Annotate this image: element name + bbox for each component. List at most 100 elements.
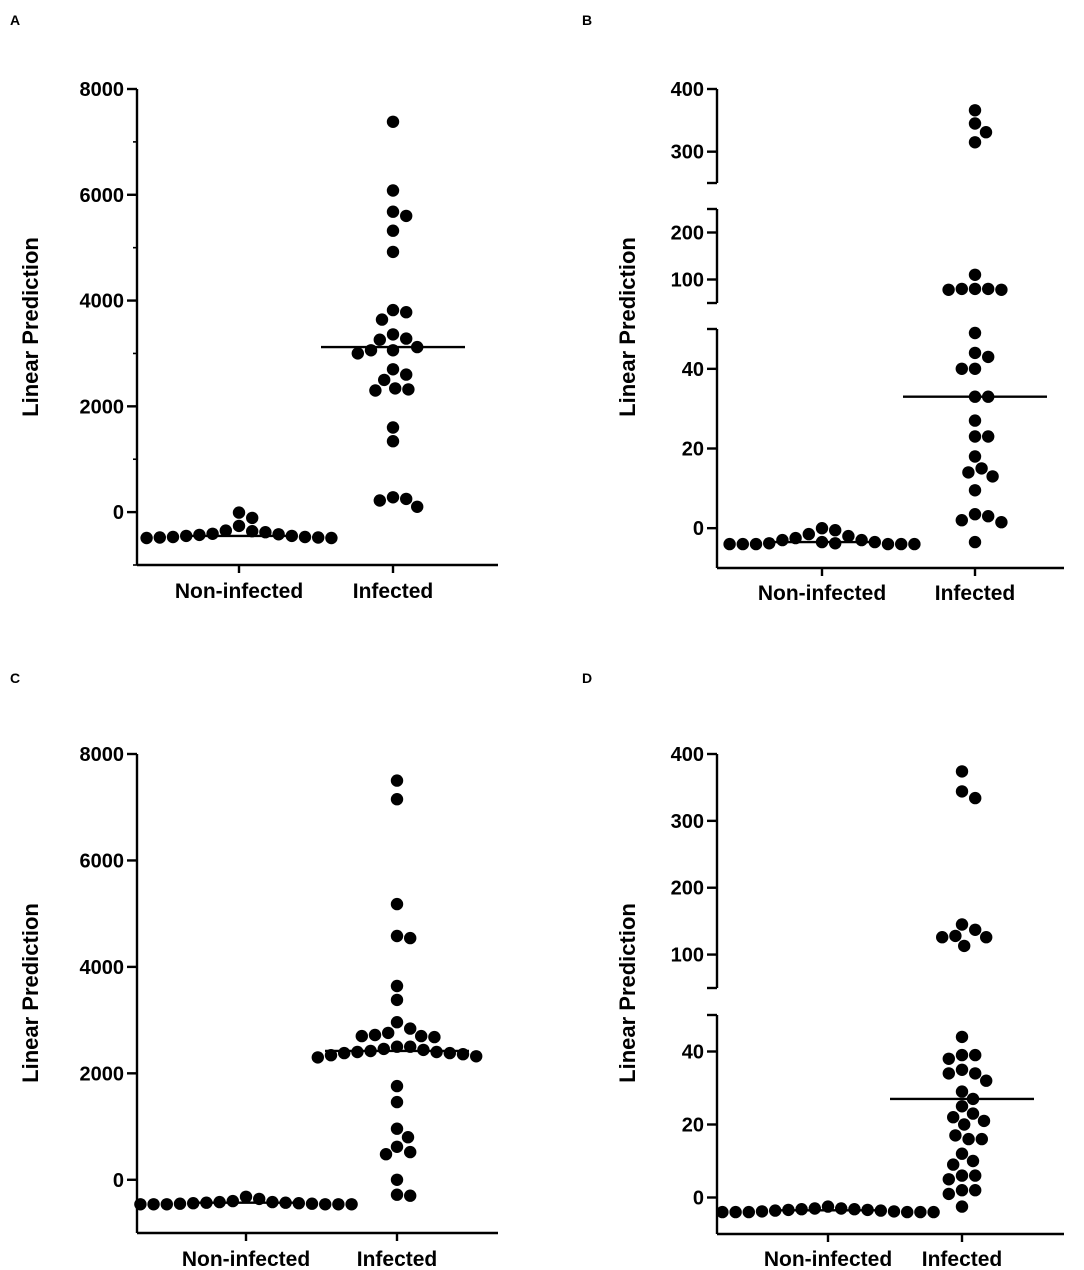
data-point — [982, 510, 995, 523]
data-point — [969, 1184, 982, 1197]
data-point — [390, 1140, 404, 1153]
data-point — [368, 1028, 382, 1042]
x-tick-label: Infected — [935, 582, 1016, 605]
data-point — [969, 1169, 982, 1182]
data-point — [232, 506, 246, 519]
data-point — [980, 931, 993, 944]
data-point — [881, 537, 895, 551]
data-point — [373, 333, 386, 346]
data-point — [995, 283, 1008, 296]
data-point — [411, 500, 424, 513]
data-point — [404, 1145, 417, 1159]
data-point — [908, 537, 921, 551]
data-point — [386, 435, 400, 448]
data-point — [325, 531, 338, 545]
chart-a: Non-infected Infected 0 2000 4000 6000 8000 Lin… — [18, 79, 498, 603]
data-point — [969, 791, 982, 805]
y-tick-label: 0 — [113, 1170, 124, 1192]
data-point — [400, 209, 413, 223]
y-tick-label: 200 — [671, 878, 704, 900]
data-point — [942, 1067, 955, 1080]
data-point — [835, 1202, 848, 1215]
data-point — [755, 1205, 769, 1218]
data-point — [955, 1200, 969, 1213]
data-point — [966, 1154, 980, 1168]
data-point — [749, 537, 763, 551]
data-point — [968, 117, 982, 130]
data-point — [742, 1205, 755, 1219]
data-point — [470, 1050, 483, 1063]
y-tick-label: 200 — [671, 223, 704, 245]
data-point — [986, 470, 999, 483]
y-tick-label: 2000 — [80, 396, 125, 418]
x-tick-label: Non-infected — [175, 580, 303, 603]
data-point — [955, 282, 968, 296]
data-point — [311, 1051, 324, 1064]
y-axis-label: Linear Prediction — [615, 237, 640, 417]
data-point — [947, 1158, 960, 1171]
data-point — [962, 466, 975, 479]
y-tick-label: 300 — [671, 811, 704, 833]
data-point — [955, 765, 969, 778]
data-point — [968, 346, 982, 360]
data-point — [982, 282, 995, 296]
data-point — [390, 774, 404, 787]
data-point — [272, 528, 285, 541]
data-point — [390, 1188, 404, 1201]
data-point — [428, 1030, 441, 1044]
data-point — [968, 535, 982, 549]
data-point — [386, 363, 400, 376]
panel-label-a: A — [10, 12, 21, 28]
data-point — [975, 462, 988, 475]
data-point — [246, 525, 259, 538]
data-point — [134, 1198, 147, 1211]
data-point — [942, 283, 955, 296]
data-point — [345, 1198, 358, 1211]
y-tick-label: 8000 — [80, 79, 125, 101]
data-point — [769, 1204, 782, 1217]
data-point — [390, 1095, 404, 1109]
x-tick-label: Non-infected — [764, 1248, 892, 1270]
data-point — [351, 347, 364, 360]
data-point — [386, 303, 400, 317]
data-point — [763, 537, 776, 550]
data-point — [332, 1198, 345, 1211]
data-point — [975, 1132, 988, 1146]
y-axis-label: Linear Prediction — [18, 237, 43, 417]
chart-c: Non-infected Infected 0 2000 4000 6000 8000 Lin… — [18, 744, 498, 1270]
data-point — [723, 537, 736, 551]
data-point — [390, 1122, 404, 1135]
chart-d: Non-infected Infected 0 20 40 100 200 300 400 Lin… — [615, 744, 1064, 1270]
data-point — [386, 224, 400, 237]
data-point — [386, 491, 400, 504]
chart-b: Non-infected Infected 0 20 40 100 200 300 400 Lin… — [615, 79, 1064, 605]
data-point — [955, 1147, 969, 1160]
data-point — [936, 931, 949, 944]
data-point — [968, 362, 982, 375]
y-tick-label: 4000 — [80, 291, 125, 313]
panel-label-d: D — [582, 670, 593, 686]
y-tick-label: 100 — [671, 270, 704, 292]
data-point — [949, 1129, 962, 1142]
data-point — [305, 1197, 319, 1210]
data-point — [390, 929, 404, 943]
y-tick-label: 0 — [693, 518, 704, 540]
data-point — [968, 282, 982, 296]
data-point — [292, 1197, 305, 1210]
data-point — [942, 1173, 955, 1186]
data-point — [968, 414, 982, 427]
x-tick-label: Infected — [357, 1248, 438, 1270]
data-point — [400, 368, 413, 381]
data-point — [955, 1085, 969, 1098]
data-point — [802, 527, 815, 541]
data-point — [955, 362, 968, 375]
data-point — [147, 1198, 160, 1211]
data-point — [239, 1190, 253, 1203]
data-point — [942, 1187, 955, 1201]
data-point — [232, 519, 246, 533]
data-point — [400, 332, 413, 345]
data-point — [977, 1114, 991, 1128]
y-tick-label: 6000 — [80, 850, 125, 872]
panel-label-c: C — [10, 670, 21, 686]
data-point — [969, 923, 982, 936]
